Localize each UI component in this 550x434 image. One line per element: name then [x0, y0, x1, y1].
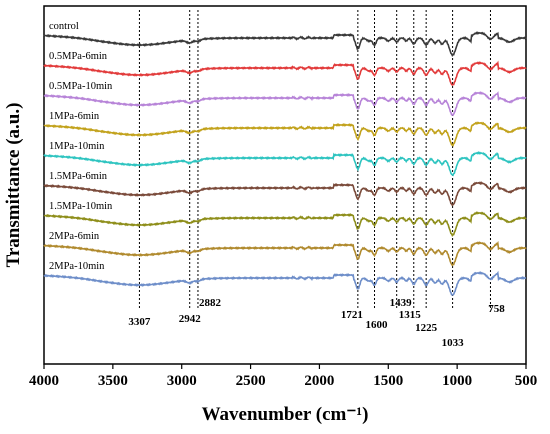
series-label: 0.5MPa-6min — [49, 51, 108, 62]
x-tick-label: 1500 — [373, 373, 403, 389]
x-tick-label: 3500 — [98, 373, 128, 389]
peak-label: 1033 — [442, 337, 465, 349]
x-tick-label: 4000 — [29, 373, 59, 389]
series-label: control — [49, 21, 79, 32]
peak-label: 1315 — [399, 309, 422, 321]
series-label: 1.5MPa-10min — [49, 201, 113, 212]
reference-lines — [138, 10, 491, 310]
y-axis-title: Transmittance (a.u.) — [3, 103, 24, 268]
series-label: 1MPa-6min — [49, 111, 100, 122]
series-line — [43, 121, 527, 148]
series-line — [43, 151, 527, 177]
x-axis-title: Wavenumber (cm⁻¹) — [202, 404, 369, 425]
peak-label: 3307 — [128, 316, 151, 328]
peak-label: 2942 — [179, 313, 202, 325]
peak-label: 1439 — [390, 297, 413, 309]
peak-label: 1225 — [415, 322, 438, 334]
series-line — [43, 211, 527, 238]
x-tick-label: 3000 — [167, 373, 197, 389]
series-labels: control 0.5MPa-6min 0.5MPa-10min 1MPa-6min 1… — [49, 21, 113, 272]
series-label: 2MPa-6min — [49, 231, 100, 242]
series-line — [43, 181, 527, 207]
series-line — [43, 270, 526, 296]
peak-label: 1721 — [341, 309, 363, 321]
series-line — [43, 91, 527, 117]
peak-label: 1600 — [366, 319, 389, 331]
series-line — [43, 60, 527, 86]
series-label: 2MPa-10min — [49, 261, 105, 272]
series-label: 1.5MPa-6min — [49, 171, 108, 182]
peak-label: 2882 — [199, 297, 222, 309]
plot-frame — [43, 5, 527, 365]
series-group — [43, 31, 527, 296]
x-tick-label: 2000 — [304, 373, 334, 389]
series-line — [43, 240, 527, 267]
series-label: 0.5MPa-10min — [49, 81, 113, 92]
series-line — [43, 31, 527, 57]
x-axis-ticks: 4000 3500 3000 2500 2000 1500 1000 500 — [29, 364, 537, 389]
series-label: 1MPa-10min — [49, 141, 105, 152]
x-tick-label: 2500 — [236, 373, 266, 389]
x-tick-label: 500 — [515, 373, 538, 389]
peak-label: 758 — [488, 303, 505, 315]
x-tick-label: 1000 — [442, 373, 472, 389]
